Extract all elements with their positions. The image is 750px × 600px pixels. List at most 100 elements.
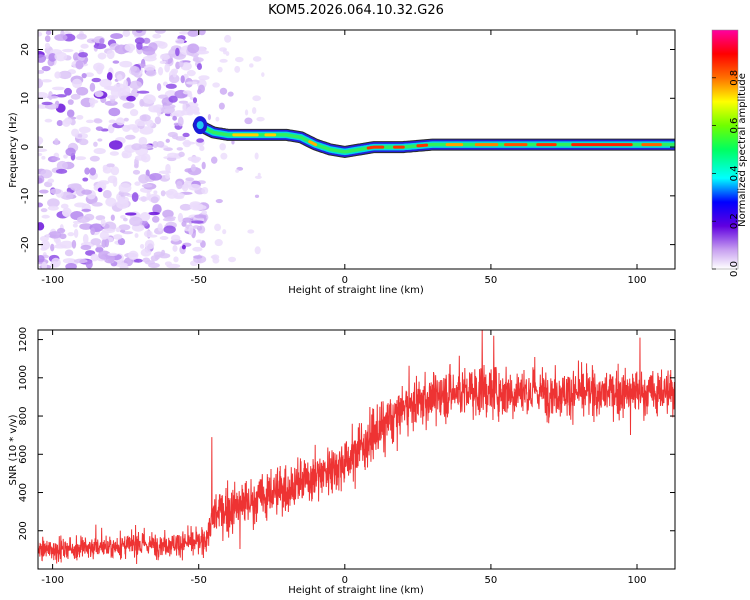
noise-blob (150, 196, 159, 204)
spectrogram-track (192, 116, 675, 158)
noise-blob (178, 60, 184, 68)
snr-x-tick-label: 100 (627, 575, 646, 586)
noise-blob (173, 110, 185, 117)
noise-blob (82, 233, 89, 244)
noise-blob (112, 60, 120, 64)
noise-blob (159, 235, 169, 240)
noise-blob (219, 143, 226, 151)
noise-blob (38, 54, 47, 63)
noise-blob (132, 169, 141, 175)
noise-blob (116, 74, 123, 82)
noise-blob (193, 55, 199, 62)
noise-blob (128, 250, 139, 260)
noise-blob (199, 145, 205, 152)
noise-blob (217, 66, 223, 73)
noise-blob (126, 95, 136, 102)
noise-blob (65, 262, 77, 269)
noise-blob (157, 223, 163, 232)
noise-blob (182, 102, 187, 113)
noise-blob (41, 101, 53, 106)
colorbar-tick-label: 0.6 (729, 118, 740, 134)
colorbar-tick-label: 0.0 (729, 261, 740, 277)
noise-blob (110, 166, 120, 176)
noise-blob (196, 63, 202, 71)
noise-blob (38, 136, 44, 145)
noise-blob (125, 212, 137, 216)
noise-blob (108, 107, 121, 117)
noise-blob (54, 71, 61, 79)
noise-blob (138, 196, 149, 202)
noise-blob (67, 183, 82, 189)
noise-blob (201, 161, 206, 170)
noise-blob (39, 235, 49, 242)
noise-blob (171, 134, 179, 140)
noise-blob (46, 95, 59, 99)
noise-blob (73, 258, 88, 264)
noise-blob (187, 43, 200, 54)
noise-blob (179, 31, 190, 35)
noise-blob (136, 90, 150, 94)
noise-blob (192, 225, 200, 229)
noise-blob (188, 183, 201, 191)
noise-blob (62, 258, 77, 264)
noise-blob (97, 52, 107, 60)
noise-blob (228, 256, 237, 263)
noise-blob (93, 141, 98, 147)
spectrogram-y-tick-label: 10 (20, 92, 31, 105)
noise-blob (61, 209, 70, 217)
noise-blob (102, 166, 112, 174)
noise-blob (254, 194, 260, 198)
noise-blob (192, 97, 198, 104)
noise-blob (158, 170, 171, 175)
noise-blob (96, 244, 103, 248)
noise-blob (56, 160, 68, 171)
noise-blob (78, 51, 88, 58)
noise-blob (192, 246, 203, 252)
noise-blob (64, 249, 74, 257)
noise-blob (122, 85, 131, 96)
noise-blob (108, 140, 123, 150)
snr-y-ticks: 200 400 600 800 1000 1200 (18, 327, 675, 540)
snr-panel: -100 -50 0 50 100 200 400 600 800 1000 1200 Heigh… (8, 327, 676, 596)
noise-blob (157, 41, 168, 49)
snr-y-tick-label: 600 (18, 445, 29, 464)
noise-blob (219, 87, 228, 95)
noise-blob (41, 65, 51, 72)
noise-blob (38, 70, 45, 74)
noise-blob (193, 255, 203, 259)
noise-blob (89, 82, 96, 92)
noise-blob (191, 157, 200, 164)
noise-blob (63, 154, 68, 159)
noise-blob (47, 205, 59, 211)
noise-blob (175, 38, 185, 45)
noise-blob (55, 168, 68, 174)
noise-blob (38, 78, 44, 89)
noise-blob (89, 167, 97, 176)
noise-blob (110, 87, 122, 98)
noise-blob (194, 106, 200, 114)
snr-x-label: Height of straight line (km) (288, 585, 424, 596)
noise-blob (85, 260, 93, 269)
noise-blob (66, 109, 75, 118)
noise-blob (38, 152, 43, 157)
noise-blob (122, 152, 128, 159)
noise-blob (158, 66, 164, 76)
noise-blob (201, 186, 209, 195)
noise-blob (67, 232, 75, 237)
noise-blob (139, 244, 145, 249)
noise-blob (131, 88, 139, 98)
colorbar (712, 30, 738, 269)
noise-blob (146, 190, 151, 201)
noise-blob (54, 51, 68, 62)
noise-blob (108, 119, 117, 124)
spectrogram-frame (37, 29, 676, 270)
noise-blob (138, 174, 150, 184)
noise-blob (81, 72, 87, 79)
noise-blob (135, 30, 143, 34)
noise-blob (112, 177, 118, 187)
noise-blob (187, 30, 199, 37)
noise-blob (45, 234, 50, 238)
spectrogram-x-tick-label: 0 (342, 275, 348, 286)
noise-blob (177, 116, 184, 127)
noise-blob (76, 33, 87, 40)
